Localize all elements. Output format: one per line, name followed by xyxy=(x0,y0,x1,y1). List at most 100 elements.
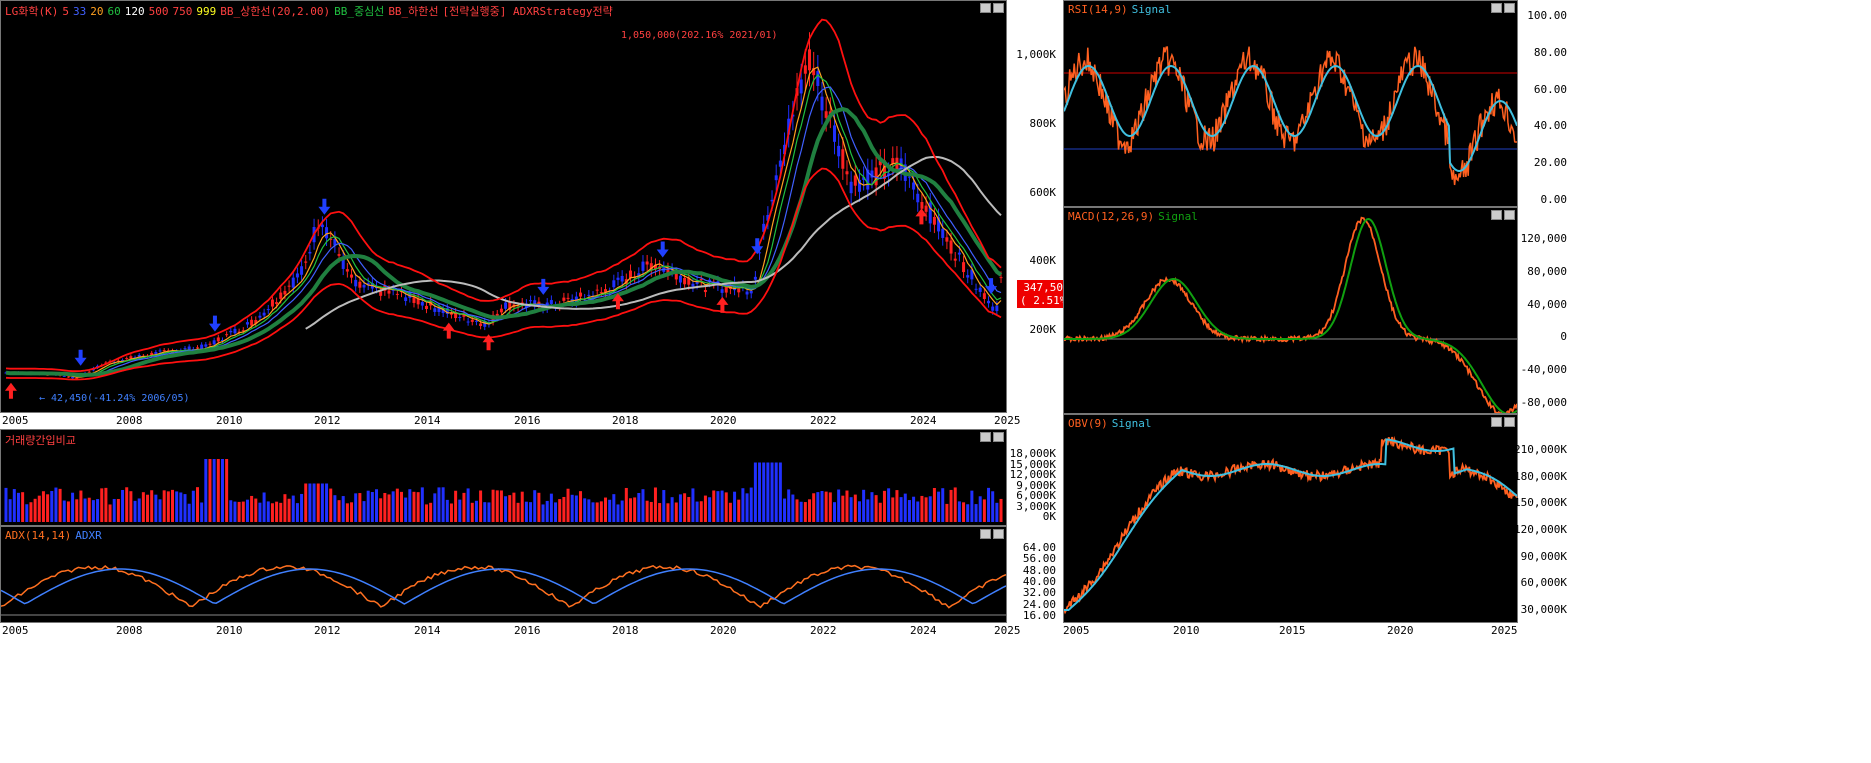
close-icon[interactable] xyxy=(1504,210,1515,220)
volume-bar xyxy=(66,501,70,522)
volume-bar xyxy=(445,499,449,522)
candle-body xyxy=(628,270,632,279)
volume-bar xyxy=(458,499,462,522)
volume-bar xyxy=(125,487,129,522)
candle-body xyxy=(212,340,216,345)
minimize-icon[interactable] xyxy=(1491,3,1502,13)
volume-bar xyxy=(166,491,170,522)
candle-body xyxy=(345,269,349,272)
close-icon[interactable] xyxy=(1504,3,1515,13)
macd-panel[interactable]: MACD(12,26,9) Signal xyxy=(1063,207,1518,414)
volume-bar xyxy=(778,462,782,522)
candle-body xyxy=(649,263,653,271)
candle-body xyxy=(291,277,295,288)
candle-body xyxy=(616,277,620,280)
volume-bar xyxy=(949,489,953,522)
close-icon[interactable] xyxy=(993,432,1004,442)
minimize-icon[interactable] xyxy=(980,529,991,539)
volume-bar xyxy=(616,504,620,522)
volume-bar xyxy=(379,498,383,522)
candle-body xyxy=(683,277,687,285)
volume-bar xyxy=(674,502,678,522)
volume-bar xyxy=(441,487,445,522)
adx-legend-label: ADX(14,14) xyxy=(5,529,72,542)
volume-bar xyxy=(741,488,745,522)
adx-legend: ADX(14,14) ADXR xyxy=(5,529,106,542)
x-tick-label: 2024 xyxy=(910,414,937,427)
volume-bar xyxy=(350,502,354,522)
volume-bar xyxy=(899,497,903,522)
low-annotation: ← 42,450(-41.24% 2006/05) xyxy=(39,393,190,404)
candle-body xyxy=(853,175,857,186)
obv-lines-svg xyxy=(1064,435,1517,615)
candle-body xyxy=(770,199,774,202)
obv-panel[interactable]: OBV(9) Signal xyxy=(1063,414,1518,623)
candle-body xyxy=(708,279,712,282)
candle-body xyxy=(391,289,395,291)
volume-bar xyxy=(699,501,703,522)
rsi-signal-legend-label: Signal xyxy=(1131,3,1172,16)
macd-y-axis: 120,000 80,000 40,000 0 -40,000 -80,000 xyxy=(1518,207,1570,414)
close-icon[interactable] xyxy=(993,3,1004,13)
macd-window-buttons[interactable] xyxy=(1491,210,1515,220)
rsi-legend: RSI(14,9) Signal xyxy=(1068,3,1175,16)
volume-bar xyxy=(483,502,487,522)
volume-bar xyxy=(12,489,16,522)
adx-x-axis: 2005 2008 2010 2012 2014 2016 2018 2020 2022 2024… xyxy=(0,623,1021,639)
minimize-icon[interactable] xyxy=(980,3,991,13)
x-tick-label: 2018 xyxy=(612,624,639,637)
volume-bar xyxy=(957,501,961,522)
minimize-icon[interactable] xyxy=(1491,417,1502,427)
candle-body xyxy=(474,320,478,322)
close-icon[interactable] xyxy=(993,529,1004,539)
candle-body xyxy=(379,291,383,296)
volume-bar xyxy=(566,488,570,522)
price-panel-window-buttons[interactable] xyxy=(980,3,1004,13)
volume-bar xyxy=(670,497,674,522)
rsi-window-buttons[interactable] xyxy=(1491,3,1515,13)
candle-body xyxy=(641,261,645,271)
candle-body xyxy=(358,281,362,288)
volume-bar xyxy=(649,501,653,522)
volume-bar xyxy=(907,500,911,522)
volume-bar xyxy=(762,462,766,522)
adx-panel[interactable]: ADX(14,14) ADXR xyxy=(0,526,1007,623)
adx-lines-svg xyxy=(1,564,1006,616)
candle-body xyxy=(941,228,945,238)
volume-bar xyxy=(233,501,237,522)
adx-window-buttons[interactable] xyxy=(980,529,1004,539)
volume-bar xyxy=(41,491,45,522)
candle-body xyxy=(816,71,820,86)
candle-body xyxy=(62,375,66,377)
price-chart-panel[interactable]: LG화학(K) 5 33 20 60 120 500 750 999 BB_상한선(20,2.00… xyxy=(0,0,1007,413)
volume-window-buttons[interactable] xyxy=(980,432,1004,442)
volume-bar xyxy=(216,459,220,522)
volume-bar xyxy=(370,492,374,522)
last-price: 347,500 xyxy=(1023,281,1070,294)
volume-bar xyxy=(549,493,553,522)
volume-bar xyxy=(329,488,333,522)
candle-body xyxy=(978,287,982,292)
candle-body xyxy=(441,308,445,314)
close-icon[interactable] xyxy=(1504,417,1515,427)
buy-arrow-icon xyxy=(716,296,729,313)
y-tick-label: 200K xyxy=(1029,323,1057,336)
obv-window-buttons[interactable] xyxy=(1491,417,1515,427)
candle-body xyxy=(424,305,428,310)
rsi-panel[interactable]: RSI(14,9) Signal xyxy=(1063,0,1518,207)
minimize-icon[interactable] xyxy=(1491,210,1502,220)
minimize-icon[interactable] xyxy=(980,432,991,442)
x-tick-label: 2010 xyxy=(1173,624,1200,637)
ma-line-750 xyxy=(5,107,1003,377)
volume-bar xyxy=(945,503,949,522)
volume-bar xyxy=(83,498,87,522)
y-tick-label: 1,000K xyxy=(1016,48,1056,61)
volume-bar xyxy=(133,500,137,522)
volume-bar xyxy=(737,499,741,522)
candle-body xyxy=(599,292,603,294)
volume-panel[interactable]: 거래량간입비교 xyxy=(0,429,1007,526)
candle-body xyxy=(866,169,870,190)
candle-body xyxy=(724,285,728,293)
candle-body xyxy=(241,330,245,332)
volume-bar xyxy=(225,459,229,522)
